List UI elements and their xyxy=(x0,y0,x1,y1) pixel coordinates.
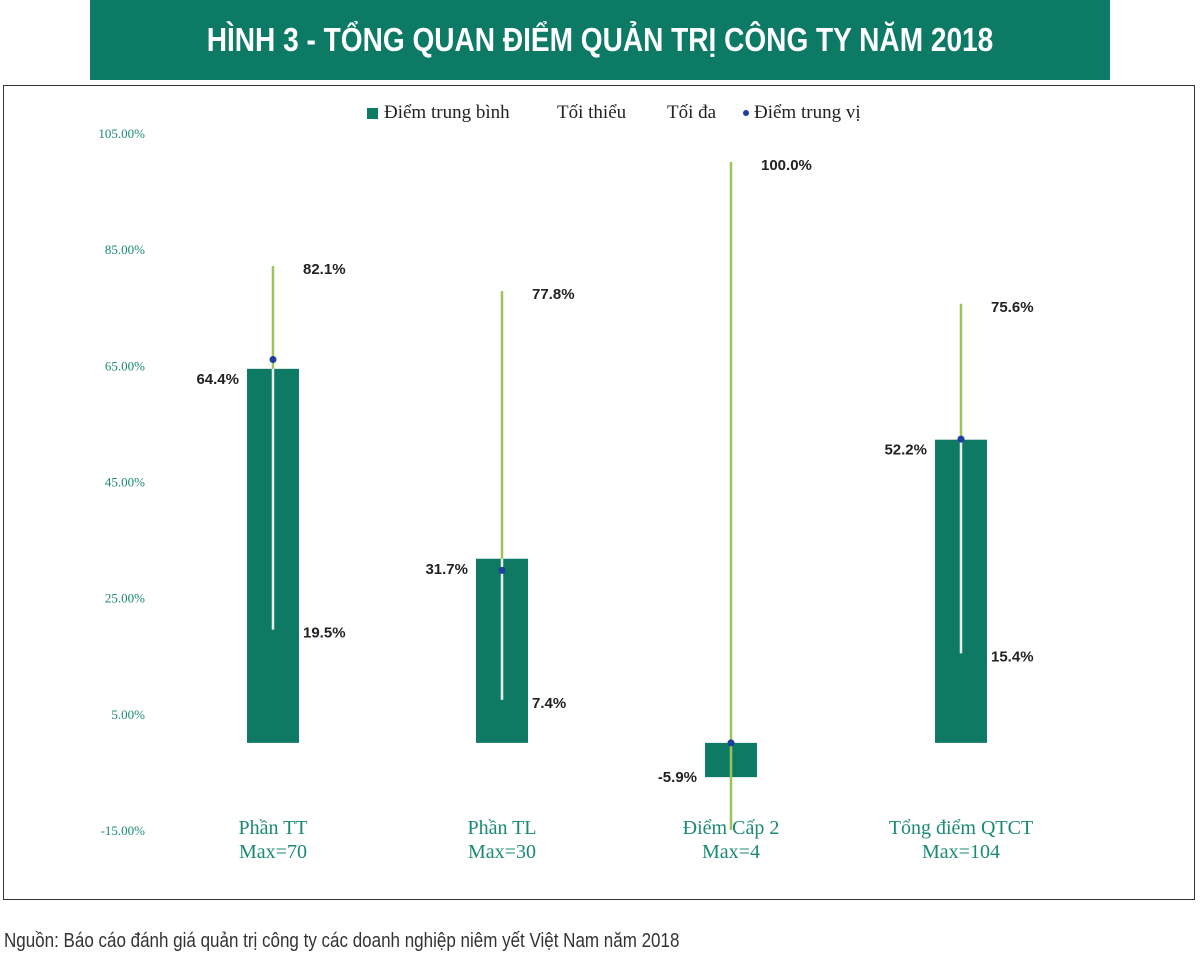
min-label: 15.4% xyxy=(991,648,1034,665)
y-tick-label: 45.00% xyxy=(105,475,145,490)
category-label: Phần TT xyxy=(238,817,307,839)
legend-mean-label: Điểm trung bình xyxy=(384,102,510,123)
y-tick-label: -15.00% xyxy=(101,823,146,838)
category-max-label: Max=4 xyxy=(702,841,760,863)
y-tick-label: 65.00% xyxy=(105,358,145,373)
max-label: 77.8% xyxy=(532,286,575,303)
mean-label: 31.7% xyxy=(425,561,468,578)
legend-max-label: Tối đa xyxy=(667,102,717,123)
min-label: 7.4% xyxy=(532,695,566,712)
y-tick-label: 5.00% xyxy=(111,707,145,722)
y-tick-label: 85.00% xyxy=(105,242,145,257)
category-max-label: Max=30 xyxy=(468,841,536,863)
category-max-label: Max=104 xyxy=(922,841,1000,863)
y-tick-label: 25.00% xyxy=(105,591,145,606)
y-tick-label: 105.00% xyxy=(98,126,145,141)
legend-mean-swatch xyxy=(367,108,378,119)
max-label: 75.6% xyxy=(991,299,1034,316)
figure-title: HÌNH 3 - TỔNG QUAN ĐIỂM QUẢN TRỊ CÔNG TY… xyxy=(90,0,1110,80)
mean-label: -5.9% xyxy=(658,769,697,786)
legend-min-label: Tối thiểu xyxy=(557,102,627,123)
legend-median-marker xyxy=(743,110,749,116)
category-label: Phần TL xyxy=(467,817,536,839)
category-label: Điểm Cấp 2 xyxy=(683,817,780,839)
category-label: Tổng điểm QTCT xyxy=(889,817,1033,839)
chart-frame xyxy=(3,85,1195,900)
median-marker xyxy=(957,435,965,443)
median-marker xyxy=(498,566,506,574)
median-marker xyxy=(727,739,735,747)
mean-label: 52.2% xyxy=(884,442,927,459)
max-label: 100.0% xyxy=(761,157,812,174)
median-marker xyxy=(269,356,277,364)
min-label: 19.5% xyxy=(303,625,346,642)
category-max-label: Max=70 xyxy=(239,841,307,863)
max-label: 82.1% xyxy=(303,261,346,278)
legend-median-label: Điểm trung vị xyxy=(754,102,861,123)
source-note: Nguồn: Báo cáo đánh giá quản trị công ty… xyxy=(4,930,680,952)
mean-label: 64.4% xyxy=(196,371,239,388)
